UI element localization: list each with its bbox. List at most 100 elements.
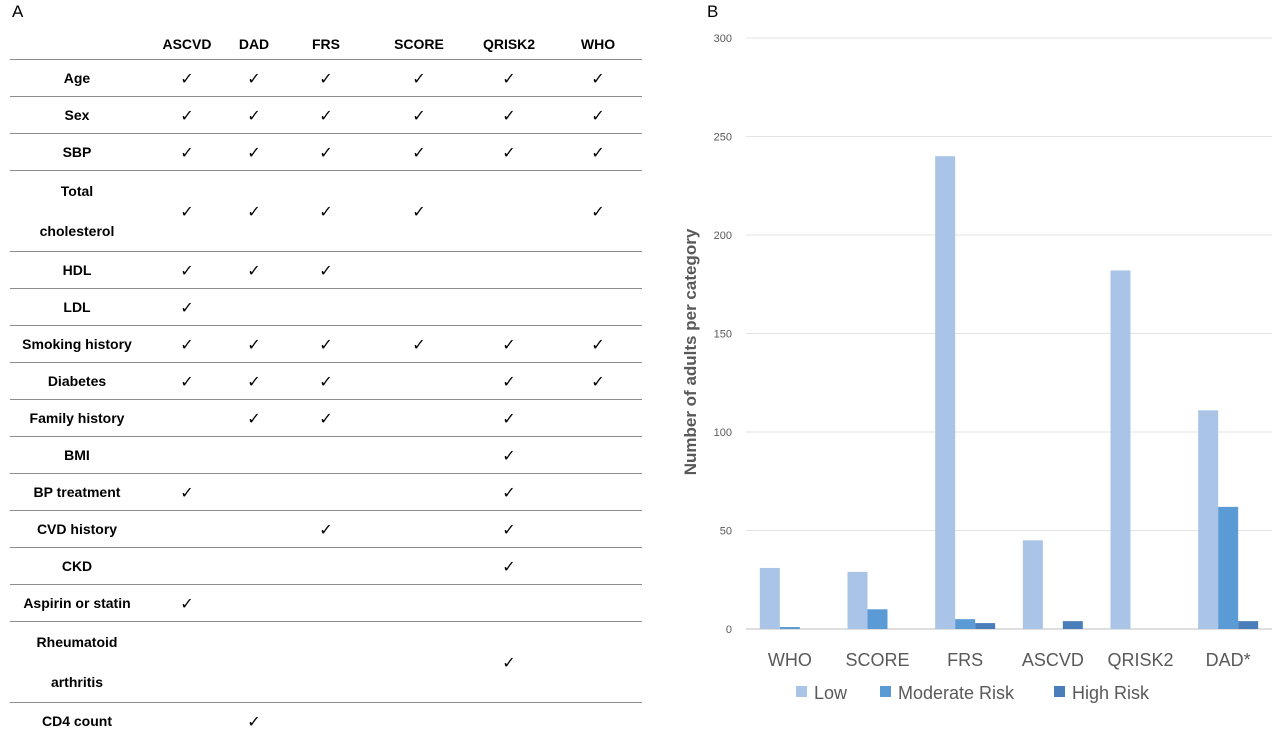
table-row: BP treatment✓✓: [10, 474, 642, 511]
row-label-line: CD4 count: [42, 713, 112, 729]
check-mark-icon: ✓: [144, 585, 230, 622]
column-header-ascvd: ASCVD: [144, 28, 230, 60]
empty-cell: [144, 548, 230, 585]
legend-swatch: [1054, 686, 1065, 697]
panel-a-label: A: [12, 2, 23, 22]
empty-cell: [374, 363, 464, 400]
empty-cell: [374, 548, 464, 585]
legend-label: Low: [814, 683, 848, 703]
check-mark-icon: ✓: [144, 289, 230, 326]
y-tick-label: 200: [714, 230, 732, 242]
empty-cell: [278, 474, 374, 511]
empty-cell: [374, 400, 464, 437]
bar-high-risk: [975, 623, 995, 629]
empty-cell: [374, 585, 464, 622]
empty-cell: [554, 400, 642, 437]
empty-cell: [554, 437, 642, 474]
bar-low: [935, 156, 955, 629]
bar-low: [760, 568, 780, 629]
check-mark-icon: ✓: [554, 171, 642, 252]
row-label-line: Diabetes: [48, 373, 106, 389]
row-label-line: CKD: [62, 558, 92, 574]
empty-cell: [144, 437, 230, 474]
table-row: Smoking history✓✓✓✓✓✓: [10, 326, 642, 363]
check-mark-icon: ✓: [144, 134, 230, 171]
check-mark-icon: ✓: [144, 60, 230, 97]
empty-cell: [230, 437, 278, 474]
check-mark-icon: ✓: [144, 474, 230, 511]
column-header-qrisk2: QRISK2: [464, 28, 554, 60]
table-row: Family history✓✓✓: [10, 400, 642, 437]
empty-cell: [230, 511, 278, 548]
empty-cell: [278, 622, 374, 703]
chart-gridlines: [746, 38, 1272, 629]
empty-cell: [278, 585, 374, 622]
bar-moderate-risk: [780, 627, 800, 629]
check-mark-icon: ✓: [230, 703, 278, 739]
row-label: Sex: [10, 97, 144, 134]
row-label: CKD: [10, 548, 144, 585]
x-category-label: WHO: [768, 650, 812, 670]
check-mark-icon: ✓: [230, 60, 278, 97]
row-label-line: Total: [61, 171, 93, 211]
bar-low: [848, 572, 868, 629]
table-row: Age✓✓✓✓✓✓: [10, 60, 642, 97]
check-mark-icon: ✓: [278, 252, 374, 289]
header-blank: [10, 28, 144, 60]
row-label-line: BMI: [64, 447, 90, 463]
row-label-line: Rheumatoid: [37, 622, 118, 662]
row-label: Age: [10, 60, 144, 97]
row-label-line: Aspirin or statin: [23, 595, 130, 611]
row-label-line: cholesterol: [40, 211, 115, 251]
check-mark-icon: ✓: [374, 171, 464, 252]
empty-cell: [144, 400, 230, 437]
check-mark-icon: ✓: [374, 97, 464, 134]
check-mark-icon: ✓: [464, 400, 554, 437]
empty-cell: [464, 289, 554, 326]
empty-cell: [464, 585, 554, 622]
check-mark-icon: ✓: [464, 134, 554, 171]
empty-cell: [374, 474, 464, 511]
empty-cell: [554, 703, 642, 739]
table-row: Sex✓✓✓✓✓✓: [10, 97, 642, 134]
x-category-label: DAD*: [1206, 650, 1251, 670]
check-mark-icon: ✓: [464, 622, 554, 703]
empty-cell: [374, 252, 464, 289]
check-mark-icon: ✓: [464, 548, 554, 585]
row-label: CVD history: [10, 511, 144, 548]
check-mark-icon: ✓: [278, 97, 374, 134]
empty-cell: [554, 511, 642, 548]
check-mark-icon: ✓: [278, 326, 374, 363]
y-axis-label: Number of adults per category: [681, 228, 700, 475]
column-header-score: SCORE: [374, 28, 464, 60]
check-mark-icon: ✓: [230, 326, 278, 363]
empty-cell: [230, 548, 278, 585]
row-label: BP treatment: [10, 474, 144, 511]
empty-cell: [374, 703, 464, 739]
check-mark-icon: ✓: [278, 134, 374, 171]
bar-high-risk: [1238, 621, 1258, 629]
bar-low: [1111, 270, 1131, 629]
bar-high-risk: [1063, 621, 1083, 629]
row-label-line: Family history: [30, 410, 125, 426]
row-label-line: Sex: [65, 107, 90, 123]
row-label: Aspirin or statin: [10, 585, 144, 622]
legend-label: Moderate Risk: [898, 683, 1015, 703]
column-header-dad: DAD: [230, 28, 278, 60]
table-row: CKD ✓: [10, 548, 642, 585]
y-tick-label: 0: [726, 624, 732, 636]
check-mark-icon: ✓: [230, 252, 278, 289]
empty-cell: [554, 585, 642, 622]
x-category-label: ASCVD: [1022, 650, 1084, 670]
empty-cell: [278, 548, 374, 585]
table-row: LDL✓: [10, 289, 642, 326]
check-mark-icon: ✓: [230, 363, 278, 400]
empty-cell: [554, 252, 642, 289]
table-row: CVD history✓✓: [10, 511, 642, 548]
check-mark-icon: ✓: [278, 60, 374, 97]
